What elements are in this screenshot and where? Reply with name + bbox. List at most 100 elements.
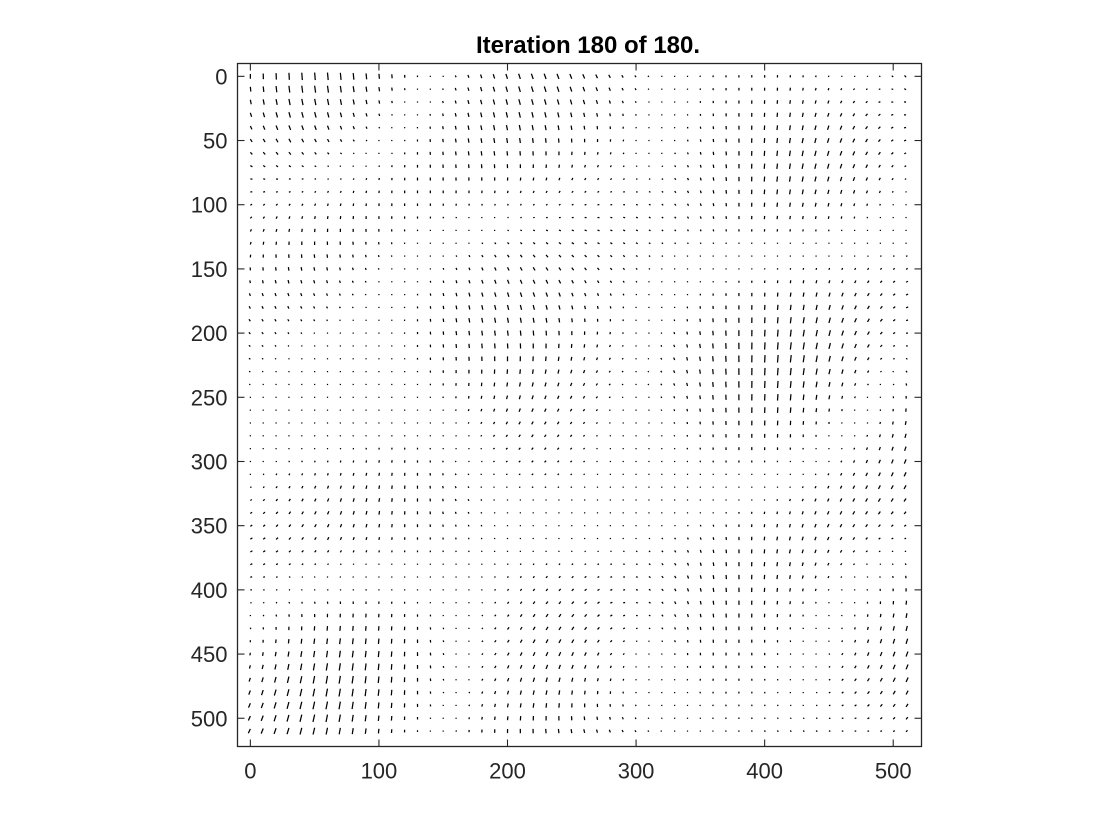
vector-arrow [878,446,881,451]
vector-arrow [660,357,663,360]
vector-arrow [494,703,497,708]
vector-arrow [597,614,600,617]
vector-arrow [648,242,651,245]
vector-arrow [570,369,573,374]
vector-arrow [854,267,857,271]
vector-arrow [776,342,779,350]
vector-arrow [827,216,830,220]
vector-arrow [674,242,677,245]
vector-arrow [854,292,857,297]
vector-arrow [493,395,496,400]
vector-arrow [287,651,290,657]
vector-arrow [827,549,830,554]
vector-arrow [854,704,857,707]
vector-arrow [480,524,483,527]
vector-arrow [274,305,277,309]
vector-arrow [338,293,341,296]
vector-arrow [352,99,355,105]
vector-arrow [558,317,561,323]
vector-arrow [866,203,869,206]
vector-arrow [839,125,843,130]
vector-arrow [301,138,305,143]
vector-arrow [609,344,611,348]
vector-arrow [492,112,496,118]
vector-arrow [609,678,612,682]
vector-arrow [467,112,470,118]
vector-arrow [543,73,547,80]
vector-arrow [878,113,881,117]
vector-arrow [505,434,509,438]
vector-arrow [505,73,509,79]
vector-arrow [686,626,689,630]
vector-arrow [339,152,343,155]
vector-arrow [299,727,303,735]
vector-arrow [352,523,355,528]
vector-arrow [699,575,702,579]
vector-arrow [532,304,536,310]
vector-arrow [647,370,650,373]
vector-arrow [584,563,587,566]
vector-arrow [301,473,304,476]
vector-arrow [275,485,278,489]
vector-arrow [494,627,497,630]
vector-arrow [531,460,534,463]
vector-arrow [364,688,367,697]
vector-arrow [532,575,535,579]
vector-arrow [505,86,509,92]
vector-arrow [699,139,702,142]
vector-arrow [338,650,341,658]
vector-arrow [557,382,560,387]
vector-arrow [494,576,496,578]
vector-arrow [789,355,792,363]
vector-arrow [647,730,650,733]
vector-arrow [584,190,587,193]
x-axis-tick-labels: 0 100 200 300 400 500 [244,759,911,784]
vector-arrow [301,498,304,502]
x-tick-label: 100 [361,759,398,784]
vector-arrow [596,716,599,720]
vector-arrow [558,651,562,657]
vector-arrow [699,190,702,194]
vector-arrow [826,498,830,502]
vector-arrow [865,459,869,464]
vector-arrow [814,511,817,515]
vector-arrow [532,254,536,258]
vector-arrow [273,702,277,709]
vector-arrow [519,601,523,605]
vector-arrow [815,280,818,284]
vector-arrow [891,563,894,566]
vector-arrow [275,498,279,502]
vector-arrow [338,688,341,697]
vector-arrow [262,511,266,515]
vector-arrow [300,638,303,644]
vector-arrow [314,485,317,489]
vector-arrow [352,190,355,194]
vector-arrow [365,73,368,80]
vector-arrow [801,588,804,592]
vector-arrow [828,691,831,694]
vector-arrow [364,293,367,296]
vector-arrow [814,562,817,566]
vector-arrow [545,677,548,683]
vector-arrow [583,125,586,130]
vector-arrow [249,498,253,502]
vector-arrow [570,125,573,130]
vector-arrow [905,651,909,657]
vector-arrow [571,279,574,284]
vector-arrow [314,125,317,131]
vector-arrow [558,690,561,695]
vector-arrow [519,317,522,323]
vector-arrow [544,369,547,374]
y-tick-label: 400 [191,578,228,603]
vector-arrow [661,575,664,579]
vector-arrow [364,650,367,658]
vector-arrow [608,87,611,91]
vector-arrow [479,99,483,105]
vector-arrow [878,151,881,155]
vector-arrow [377,663,380,671]
vector-arrow [878,190,881,194]
vector-arrow [595,396,598,399]
vector-arrow [891,75,894,78]
vector-arrow [648,588,651,591]
vector-arrow [352,254,354,258]
